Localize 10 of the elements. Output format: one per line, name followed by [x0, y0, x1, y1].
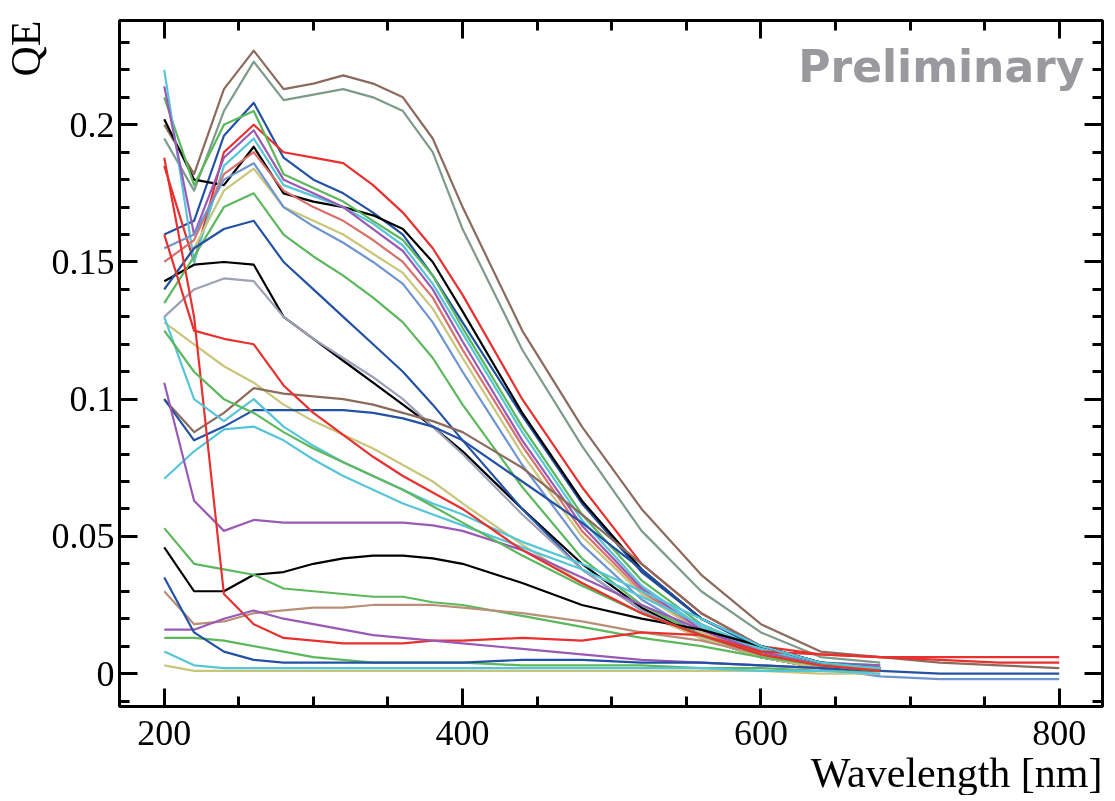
- y-tick-label: 0.2: [69, 104, 115, 145]
- y-axis-title: QE: [2, 20, 49, 77]
- x-tick-label: 200: [137, 712, 192, 753]
- y-tick-label: 0.15: [51, 241, 115, 282]
- y-tick-label: 0: [96, 653, 115, 694]
- y-tick-label: 0.1: [69, 379, 115, 420]
- x-tick-label: 400: [435, 712, 490, 753]
- y-tick-label: 0.05: [51, 516, 115, 557]
- x-tick-label: 600: [733, 712, 788, 753]
- annotation: Preliminary: [798, 40, 1085, 92]
